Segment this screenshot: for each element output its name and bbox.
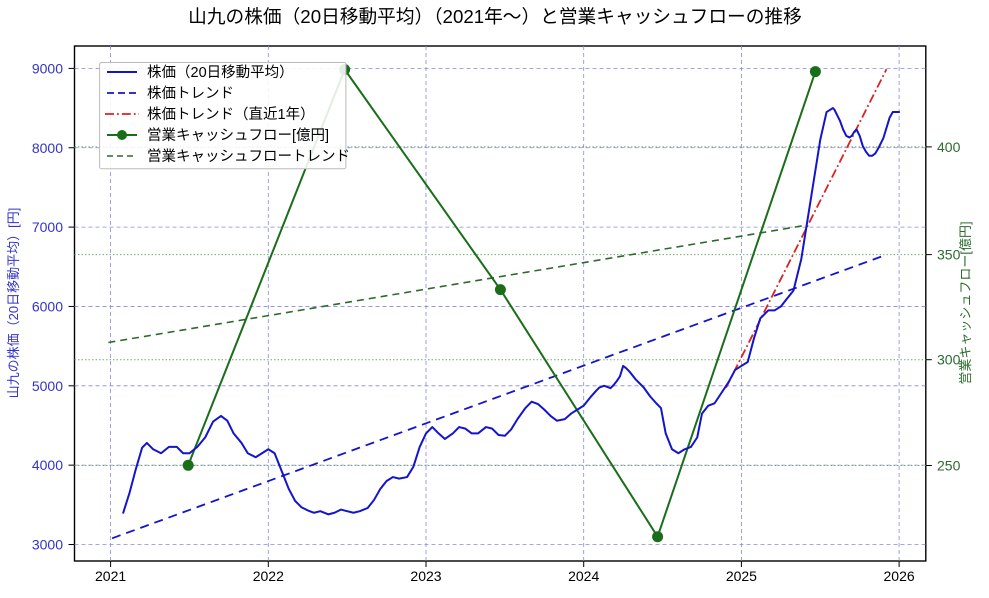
svg-text:9000: 9000 (32, 60, 63, 76)
svg-text:2023: 2023 (410, 568, 441, 584)
svg-text:株価トレンド（直近1年）: 株価トレンド（直近1年） (147, 106, 315, 123)
svg-text:2021: 2021 (95, 568, 126, 584)
svg-text:営業キャッシュフロー[億円]: 営業キャッシュフロー[億円] (147, 127, 329, 144)
svg-text:2025: 2025 (726, 568, 757, 584)
svg-text:6000: 6000 (32, 298, 63, 314)
svg-text:営業キャッシュフロートレンド: 営業キャッシュフロートレンド (147, 148, 350, 165)
svg-text:株価（20日移動平均）: 株価（20日移動平均） (147, 64, 294, 81)
svg-text:3000: 3000 (32, 537, 63, 553)
svg-text:山九の株価（20日移動平均）（2021年〜）と営業キャッシュ: 山九の株価（20日移動平均）（2021年〜）と営業キャッシュフローの推移 (188, 6, 802, 27)
svg-text:8000: 8000 (32, 140, 63, 156)
svg-text:250: 250 (937, 458, 961, 474)
svg-text:7000: 7000 (32, 219, 63, 235)
svg-text:2024: 2024 (568, 568, 599, 584)
svg-text:山九の株価（20日移動平均）[円]: 山九の株価（20日移動平均）[円] (6, 208, 21, 399)
svg-text:5000: 5000 (32, 378, 63, 394)
svg-text:株価トレンド: 株価トレンド (147, 85, 234, 102)
svg-text:4000: 4000 (32, 457, 63, 473)
svg-text:2026: 2026 (884, 568, 915, 584)
svg-text:400: 400 (937, 139, 961, 155)
svg-text:営業キャッシュフロー[億円]: 営業キャッシュフロー[億円] (958, 221, 973, 384)
svg-text:2022: 2022 (253, 568, 284, 584)
